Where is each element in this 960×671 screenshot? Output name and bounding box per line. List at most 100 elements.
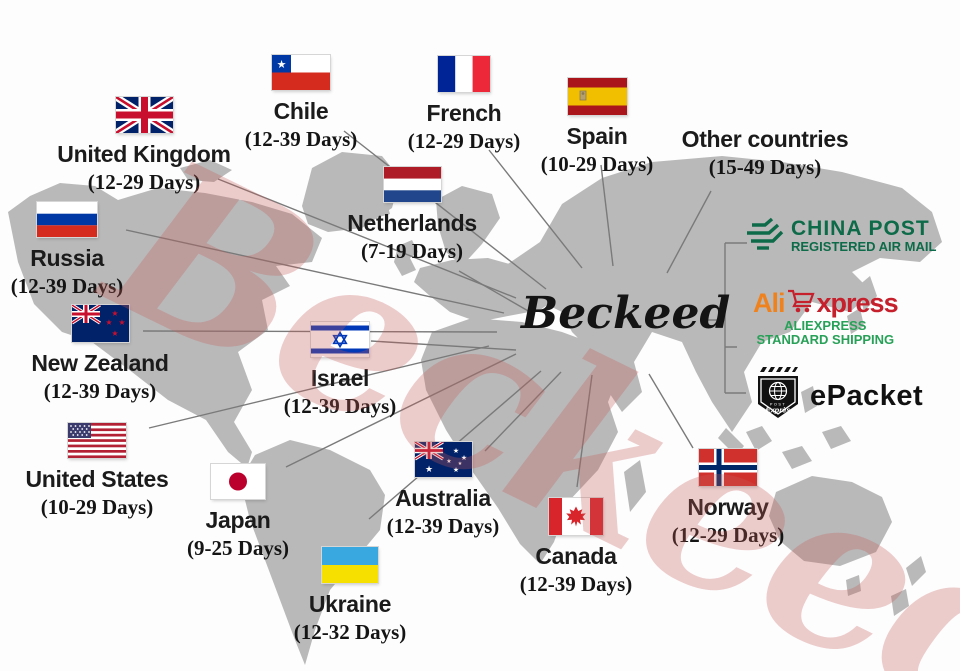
madagascar (624, 460, 646, 512)
svg-text:★: ★ (460, 454, 466, 462)
country-label-australia: ★ ★ ★ ★ ★ ★ Australia (12-39 Days) (363, 442, 523, 539)
scandinavia (436, 186, 500, 266)
svg-text:★: ★ (111, 329, 118, 338)
country-label-french: French (12-29 Days) (389, 56, 539, 154)
epacket-logo: POST Exprès ePacket (756, 366, 923, 427)
norway-flag (699, 449, 757, 486)
united-kingdom-flag (115, 97, 173, 133)
svg-text:★: ★ (452, 466, 458, 474)
country-name: Chile (273, 98, 329, 124)
country-days: (12-39 Days) (10, 274, 124, 298)
country-days: (12-39 Days) (519, 572, 633, 596)
country-days: (9-25 Days) (186, 536, 290, 560)
country-label-chile: ★ Chile (12-39 Days) (226, 55, 376, 152)
israel-flag (311, 322, 369, 357)
chile-flag: ★ (272, 55, 330, 90)
line-other (666, 190, 712, 274)
country-label-spain: Spain (10-29 Days) (522, 78, 672, 177)
country-name: Australia (395, 485, 491, 511)
british-isles (394, 240, 418, 276)
country-days: (12-39 Days) (283, 394, 397, 418)
french-flag (438, 56, 490, 92)
line-japan (285, 353, 517, 468)
svg-text:★: ★ (111, 309, 118, 318)
line-australia (484, 371, 562, 452)
country-name: Netherlands (347, 210, 477, 236)
new-zealand-islands (891, 556, 926, 616)
country-label-israel: Israel (12-39 Days) (270, 322, 410, 419)
netherlands-flag (383, 167, 441, 202)
svg-text:★: ★ (277, 58, 287, 71)
aliexpress-logo: Ali xpress ALIEXPRESS STANDARD SHIPPING (753, 287, 899, 347)
tasmania (846, 575, 861, 596)
line-russia (125, 229, 505, 314)
svg-text:Exprès: Exprès (765, 406, 790, 415)
country-name: Japan (205, 507, 271, 533)
country-name: Spain (566, 123, 628, 149)
line-netherlands (458, 270, 531, 313)
country-name: United Kingdom (57, 141, 231, 167)
spain-flag (567, 78, 627, 115)
china-post-logo: CHINA POST REGISTERED AIR MAIL (745, 217, 936, 258)
epacket-badge-icon: POST Exprès (756, 366, 800, 427)
country-label-ukraine: Ukraine (12-32 Days) (275, 547, 425, 645)
japan-flag (211, 464, 265, 499)
arabian-peninsula (556, 336, 616, 402)
japan-islands (847, 276, 877, 334)
new-zealand-flag: ★ ★ ★ ★ (71, 305, 129, 342)
country-label-other-countries: Other countries (15-49 Days) (670, 126, 860, 180)
australia-flag: ★ ★ ★ ★ ★ ★ (414, 442, 472, 477)
line-chile (343, 130, 547, 290)
country-label-japan: Japan (9-25 Days) (168, 464, 308, 561)
svg-text:★: ★ (446, 458, 451, 465)
country-name: Russia (30, 245, 104, 271)
southeast-asia-islands (718, 386, 851, 469)
country-name: Ukraine (308, 591, 392, 617)
south-america (240, 440, 385, 665)
country-name: French (426, 100, 502, 126)
country-days: (12-29 Days) (87, 170, 201, 194)
country-label-russia: Russia (12-39 Days) (0, 202, 142, 299)
aliexpress-brand-prefix: Ali (753, 287, 786, 318)
australia-continent (769, 476, 892, 566)
brand-title: Beckeed (521, 288, 731, 339)
country-name: Israel (310, 365, 370, 391)
svg-text:★: ★ (424, 465, 432, 475)
country-name: Canada (535, 543, 617, 569)
aliexpress-brand-suffix: xpress (816, 287, 899, 318)
country-days: (12-29 Days) (671, 523, 785, 547)
aliexpress-sub-line2: STANDARD SHIPPING (756, 332, 895, 347)
line-canada (576, 374, 593, 488)
cart-icon (786, 287, 816, 319)
country-days: (12-39 Days) (43, 379, 157, 403)
ukraine-flag (322, 547, 378, 583)
line-norway (648, 373, 694, 449)
line-spain (600, 164, 614, 267)
line-united-kingdom (217, 178, 517, 299)
country-name: Norway (687, 494, 769, 520)
country-days: (12-32 Days) (293, 620, 407, 644)
country-days: (10-29 Days) (540, 152, 654, 176)
country-days: (15-49 Days) (708, 155, 822, 179)
country-label-norway: Norway (12-29 Days) (658, 449, 798, 548)
country-days: (12-39 Days) (244, 127, 358, 151)
svg-text:★: ★ (457, 461, 462, 467)
line-israel (370, 340, 517, 351)
arctic-islands (180, 160, 232, 182)
country-label-netherlands: Netherlands (7-19 Days) (332, 167, 492, 264)
country-label-new-zealand: ★ ★ ★ ★ New Zealand (12-39 Days) (20, 305, 180, 404)
country-label-united-kingdom: United Kingdom (12-29 Days) (49, 97, 239, 195)
svg-text:★: ★ (118, 318, 125, 327)
china-post-subtitle: REGISTERED AIR MAIL (791, 239, 937, 254)
united-states-flag (68, 423, 126, 458)
country-days: (10-29 Days) (40, 495, 154, 519)
china-post-title: CHINA POST (791, 217, 930, 240)
country-label-united-states: United States (10-29 Days) (12, 423, 182, 520)
line-french (488, 149, 583, 269)
aliexpress-sub-line1: ALIEXPRESS (784, 318, 867, 333)
epacket-label: ePacket (810, 380, 924, 412)
bracket-shipping-methods (701, 242, 747, 394)
country-name: New Zealand (31, 350, 169, 376)
